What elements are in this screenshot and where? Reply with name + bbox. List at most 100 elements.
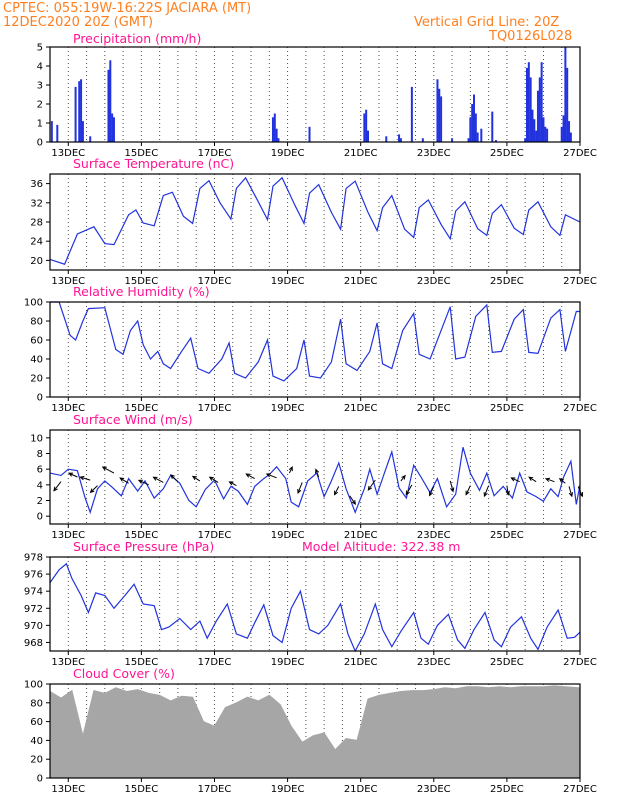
wind-arrow-shaft — [349, 495, 356, 505]
wind-arrow-shaft — [315, 469, 320, 478]
humidity-x-tick-label: 27DEC — [563, 403, 597, 414]
cloud-cover-y-tick-label: 100 — [24, 680, 43, 691]
cloud-cover-x-tick-label: 13DEC — [51, 784, 85, 795]
chart-title-cloud-cover: Cloud Cover (%) — [73, 666, 175, 681]
wind-arrow-shaft — [511, 477, 520, 483]
wind-arrow-shaft — [465, 485, 471, 495]
precipitation-x-tick-label: 13DEC — [51, 148, 85, 159]
precipitation-x-tick-label: 25DEC — [490, 148, 524, 159]
precipitation-bar — [365, 109, 368, 142]
precipitation-bar — [80, 79, 83, 142]
pressure-x-tick-label: 19DEC — [271, 657, 305, 668]
precipitation-bar — [399, 138, 402, 142]
cloud-cover-x-tick-label: 23DEC — [417, 784, 451, 795]
precipitation-bar — [471, 104, 474, 142]
wind-arrow-head — [288, 466, 293, 472]
pressure-x-tick-label: 27DEC — [563, 657, 597, 668]
precipitation-bar — [436, 79, 439, 142]
precipitation-x-tick-label: 23DEC — [417, 148, 451, 159]
precipitation-bar — [546, 128, 549, 142]
precipitation-bar — [474, 113, 477, 142]
precipitation-x-tick-label: 17DEC — [198, 148, 232, 159]
precipitation-bar — [308, 126, 311, 142]
cloud-cover-y-tick-label: 0 — [37, 774, 43, 785]
precipitation-bar — [273, 113, 276, 142]
wind-arrow-head — [89, 488, 95, 494]
humidity-y-tick-label: 80 — [30, 317, 43, 328]
humidity-y-tick-label: 60 — [30, 336, 43, 347]
wind-arrow-shaft — [209, 476, 219, 483]
chart-title-temperature: Surface Temperature (nC) — [73, 156, 234, 171]
wind-arrow-shaft — [449, 480, 454, 492]
humidity-x-tick-label: 13DEC — [51, 403, 85, 414]
humidity-x-tick-label: 25DEC — [490, 403, 524, 414]
wind-plot-frame — [49, 429, 581, 525]
precipitation-x-tick-label: 21DEC — [344, 148, 378, 159]
wind-arrow-shaft — [297, 482, 303, 494]
precipitation-y-tick-label: 1 — [37, 119, 43, 130]
wind-x-tick-label: 19DEC — [271, 530, 305, 541]
wind-arrow-head — [544, 477, 551, 482]
wind-x-tick-label: 17DEC — [198, 530, 232, 541]
pressure-y-tick-label: 974 — [24, 587, 43, 598]
precipitation-x-tick-label: 27DEC — [563, 148, 597, 159]
wind-arrow-head — [119, 477, 125, 482]
precipitation-bar — [524, 138, 527, 142]
pressure-x-tick-label: 15DEC — [125, 657, 159, 668]
pressure-plot-frame — [49, 556, 581, 652]
precipitation-bar — [277, 138, 280, 142]
wind-x-tick-label: 21DEC — [344, 530, 378, 541]
wind-arrow-head — [265, 473, 271, 478]
wind-x-tick-label: 13DEC — [51, 530, 85, 541]
pressure-y-tick-label: 968 — [24, 638, 43, 649]
wind-arrow-head — [297, 488, 302, 495]
wind-arrow-head — [558, 478, 564, 483]
temperature-x-tick-label: 21DEC — [344, 276, 378, 287]
wind-arrow-head — [429, 491, 434, 497]
precipitation-bar — [531, 109, 534, 142]
wind-arrow-head — [510, 477, 516, 482]
wind-y-tick-label: 10 — [30, 433, 43, 444]
humidity-y-tick-label: 20 — [30, 374, 43, 385]
precipitation-bar — [491, 111, 494, 142]
precipitation-bar — [564, 47, 567, 142]
precipitation-x-tick-label: 19DEC — [271, 148, 305, 159]
wind-arrow-head — [483, 492, 488, 498]
precipitation-bar — [568, 121, 571, 142]
precipitation-y-tick-label: 5 — [37, 43, 43, 54]
precipitation-bar — [111, 113, 114, 142]
temperature-x-tick-label: 27DEC — [563, 276, 597, 287]
wind-y-tick-label: 4 — [37, 480, 43, 491]
wind-x-tick-label: 27DEC — [563, 530, 597, 541]
wind-y-tick-label: 2 — [37, 496, 43, 507]
pressure-y-tick-label: 970 — [24, 621, 43, 632]
precipitation-bar — [473, 94, 475, 142]
wind-arrow-shaft — [119, 477, 129, 484]
precipitation-bar — [367, 130, 369, 142]
temperature-x-tick-label: 15DEC — [125, 276, 159, 287]
cloud-cover-y-tick-label: 40 — [30, 736, 43, 747]
precipitation-bar — [385, 136, 388, 142]
pressure-x-tick-label: 25DEC — [490, 657, 524, 668]
precipitation-bar — [527, 62, 530, 143]
cloud-cover-x-tick-label: 25DEC — [490, 784, 524, 795]
cloud-cover-x-tick-label: 19DEC — [271, 784, 305, 795]
wind-arrow-shaft — [192, 475, 201, 482]
wind-arrow-head — [334, 490, 339, 496]
precipitation-bar — [469, 117, 472, 142]
precipitation-bar — [50, 121, 53, 142]
pressure-x-tick-label: 23DEC — [417, 657, 451, 668]
wind-arrow-shaft — [68, 472, 78, 478]
precipitation-bar — [363, 113, 366, 142]
wind-arrow-head — [101, 466, 107, 471]
wind-arrow-shaft — [483, 485, 490, 497]
pressure-x-tick-label: 13DEC — [51, 657, 85, 668]
humidity-series-line — [50, 301, 580, 382]
precipitation-bar — [529, 77, 532, 142]
precipitation-y-tick-label: 0 — [37, 138, 43, 149]
model-altitude-note: Model Altitude: 322.38 m — [302, 539, 460, 554]
wind-arrow-shaft — [90, 485, 98, 493]
wind-arrow-shaft — [429, 486, 435, 496]
temperature-y-tick-label: 32 — [30, 198, 43, 209]
